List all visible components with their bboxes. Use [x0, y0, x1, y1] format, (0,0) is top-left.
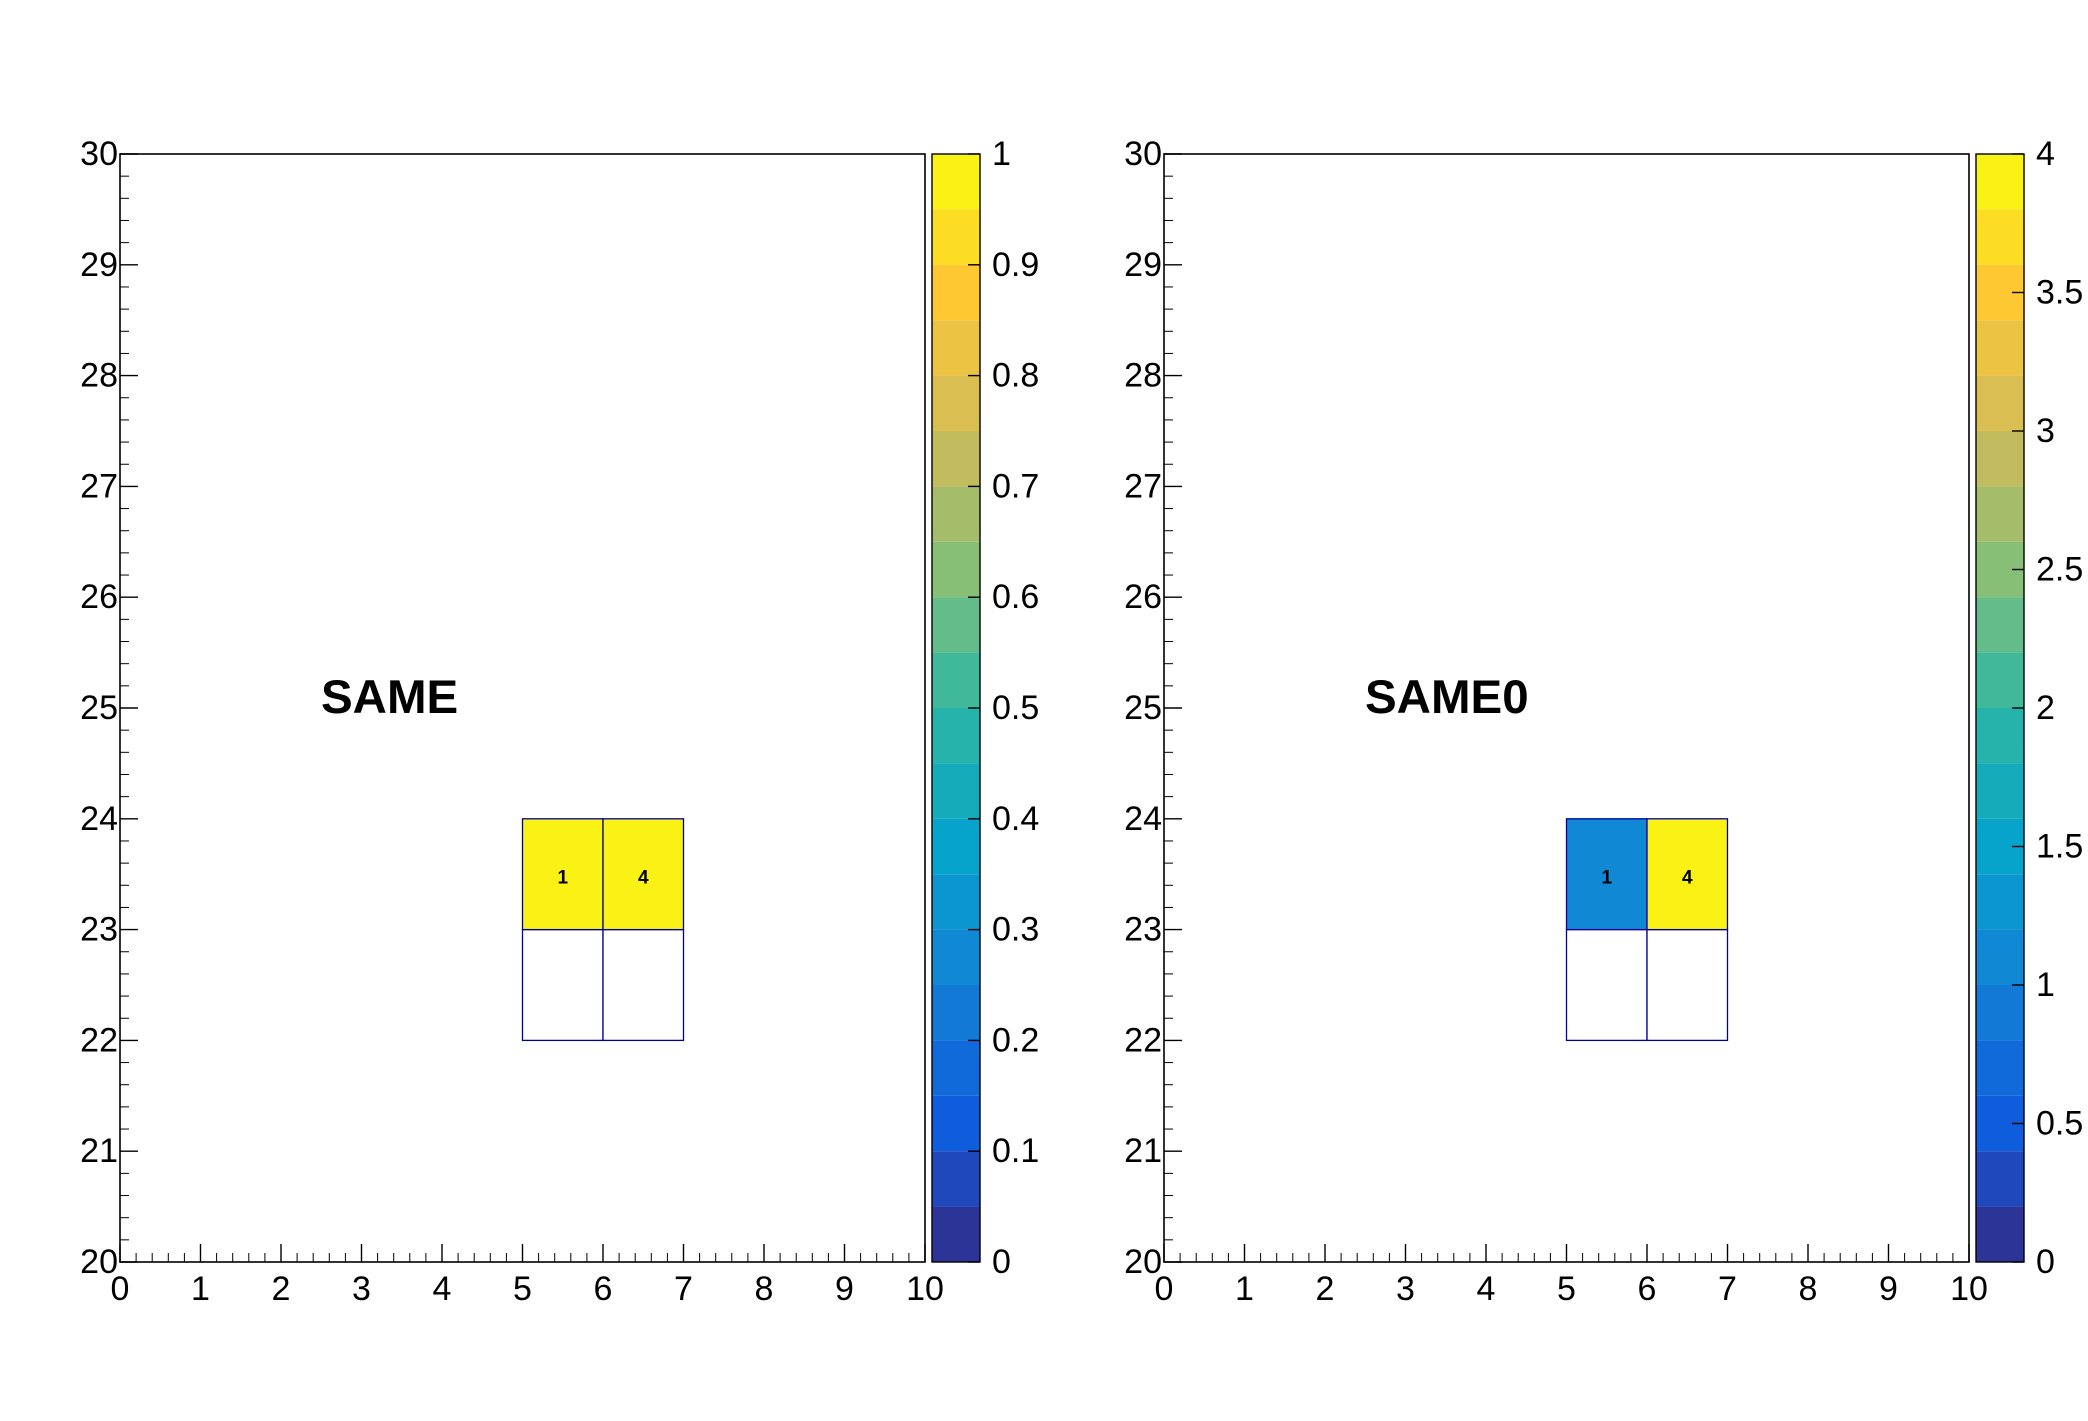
svg-text:0.7: 0.7 [992, 467, 1039, 505]
svg-text:27: 27 [80, 467, 118, 505]
svg-text:27: 27 [1124, 467, 1162, 505]
svg-text:0: 0 [2036, 1243, 2055, 1281]
svg-text:2: 2 [2036, 689, 2055, 727]
svg-text:1.5: 1.5 [2036, 828, 2083, 866]
svg-text:5: 5 [1557, 1270, 1576, 1308]
svg-text:24: 24 [80, 800, 118, 838]
svg-text:0.4: 0.4 [992, 800, 1039, 838]
svg-text:SAME0: SAME0 [1365, 671, 1529, 724]
svg-text:30: 30 [1124, 135, 1162, 173]
svg-text:SAME: SAME [321, 671, 458, 724]
svg-text:10: 10 [906, 1270, 944, 1308]
svg-text:23: 23 [80, 911, 118, 949]
svg-text:2: 2 [1316, 1270, 1335, 1308]
svg-text:30: 30 [80, 135, 118, 173]
svg-text:29: 29 [1124, 246, 1162, 284]
svg-text:0.5: 0.5 [992, 689, 1039, 727]
svg-text:0: 0 [992, 1243, 1011, 1281]
svg-text:6: 6 [594, 1270, 613, 1308]
svg-text:21: 21 [80, 1132, 118, 1170]
svg-text:7: 7 [1718, 1270, 1737, 1308]
svg-text:1: 1 [1601, 868, 1612, 889]
svg-text:25: 25 [80, 689, 118, 727]
svg-text:23: 23 [1124, 911, 1162, 949]
svg-text:0.6: 0.6 [992, 578, 1039, 616]
svg-text:26: 26 [80, 578, 118, 616]
svg-text:0.5: 0.5 [2036, 1105, 2083, 1143]
svg-text:3: 3 [2036, 412, 2055, 450]
svg-text:9: 9 [835, 1270, 854, 1308]
svg-text:1: 1 [557, 868, 568, 889]
svg-text:2.5: 2.5 [2036, 551, 2083, 589]
svg-text:4: 4 [433, 1270, 452, 1308]
svg-text:20: 20 [1124, 1243, 1162, 1281]
svg-text:2: 2 [272, 1270, 291, 1308]
svg-text:5: 5 [513, 1270, 532, 1308]
svg-text:6: 6 [1638, 1270, 1657, 1308]
svg-text:22: 22 [80, 1021, 118, 1059]
svg-text:28: 28 [1124, 357, 1162, 395]
svg-text:7: 7 [674, 1270, 693, 1308]
svg-text:1: 1 [2036, 966, 2055, 1004]
svg-text:29: 29 [80, 246, 118, 284]
svg-text:3: 3 [352, 1270, 371, 1308]
svg-text:0.3: 0.3 [992, 911, 1039, 949]
svg-text:10: 10 [1950, 1270, 1988, 1308]
svg-text:0.8: 0.8 [992, 357, 1039, 395]
svg-text:26: 26 [1124, 578, 1162, 616]
svg-text:28: 28 [80, 357, 118, 395]
svg-text:0.9: 0.9 [992, 246, 1039, 284]
svg-text:4: 4 [638, 868, 649, 889]
svg-text:3: 3 [1396, 1270, 1415, 1308]
svg-text:4: 4 [2036, 135, 2055, 173]
svg-text:20: 20 [80, 1243, 118, 1281]
svg-text:1: 1 [191, 1270, 210, 1308]
svg-text:1: 1 [992, 135, 1011, 173]
svg-text:21: 21 [1124, 1132, 1162, 1170]
svg-text:4: 4 [1682, 868, 1693, 889]
svg-text:22: 22 [1124, 1021, 1162, 1059]
svg-text:8: 8 [755, 1270, 774, 1308]
svg-text:24: 24 [1124, 800, 1162, 838]
svg-text:8: 8 [1799, 1270, 1818, 1308]
svg-text:25: 25 [1124, 689, 1162, 727]
svg-text:4: 4 [1477, 1270, 1496, 1308]
svg-text:1: 1 [1235, 1270, 1254, 1308]
svg-text:0.1: 0.1 [992, 1132, 1039, 1170]
svg-text:3.5: 3.5 [2036, 274, 2083, 312]
svg-text:0.2: 0.2 [992, 1021, 1039, 1059]
svg-text:9: 9 [1879, 1270, 1898, 1308]
